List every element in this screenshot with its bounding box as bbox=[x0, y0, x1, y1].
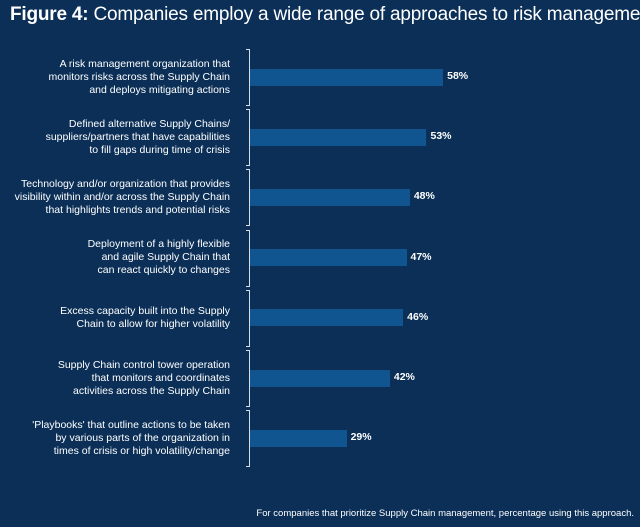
bar bbox=[250, 369, 390, 387]
category-label-line: that highlights trends and potential ris… bbox=[45, 203, 230, 216]
category-label: Deployment of a highly flexible and agile… bbox=[10, 238, 230, 277]
figure-number: Figure 4: bbox=[10, 4, 89, 25]
data-label: 29% bbox=[350, 431, 372, 444]
chart-title: Figure 4: Companies employ a wide range … bbox=[10, 4, 640, 26]
category-label-line: that monitors and coordinates bbox=[91, 371, 230, 384]
category-bracket bbox=[246, 109, 250, 167]
category-label-line: A risk management organization that bbox=[59, 57, 230, 70]
bar bbox=[250, 309, 404, 327]
title-text: Companies employ a wide range of approac… bbox=[93, 4, 640, 25]
category-label-line: to fill gaps during time of crisis bbox=[89, 143, 230, 156]
category-label: A risk management organization that monit… bbox=[10, 57, 231, 97]
footnote: For companies that prioritize Supply Cha… bbox=[256, 508, 634, 519]
category-label-line: can react quickly to changes bbox=[97, 264, 231, 277]
category-label: Excess capacity built into the Supply Cha… bbox=[10, 305, 230, 331]
category-label-line: monitors risks across the Supply Chain bbox=[48, 70, 231, 83]
category-label: Supply Chain control tower operation that… bbox=[10, 359, 230, 398]
category-bracket bbox=[246, 49, 250, 106]
category-label-line: and deploys mitigating actions bbox=[89, 83, 230, 96]
data-label: 46% bbox=[407, 310, 429, 323]
category-bracket bbox=[246, 229, 250, 287]
bar bbox=[250, 249, 407, 267]
category-label-line: Excess capacity built into the Supply bbox=[60, 304, 230, 317]
category-bracket bbox=[246, 169, 250, 227]
category-label-line: Supply Chain control tower operation bbox=[57, 358, 230, 371]
data-label: 42% bbox=[393, 371, 415, 383]
category-bracket bbox=[246, 289, 250, 347]
data-label: 53% bbox=[430, 130, 452, 143]
category-label-line: activities across the Supply Chain bbox=[73, 384, 230, 397]
category-label: 'Playbooks' that outline actions to be t… bbox=[10, 419, 230, 458]
category-label-line: and agile Supply Chain that bbox=[101, 251, 230, 264]
bar bbox=[250, 128, 427, 146]
bar bbox=[250, 429, 347, 447]
category-label-line: by various parts of the organization in bbox=[55, 431, 230, 444]
bar bbox=[250, 188, 410, 206]
category-label-line: 'Playbooks' that outline actions to be t… bbox=[32, 418, 230, 431]
data-label: 58% bbox=[447, 70, 469, 82]
category-label-line: suppliers/partners that have capabilitie… bbox=[45, 130, 230, 143]
data-label: 47% bbox=[410, 250, 432, 263]
bar bbox=[250, 68, 444, 86]
category-bracket bbox=[246, 410, 250, 468]
category-label-line: Chain to allow for higher volatility bbox=[76, 317, 231, 330]
category-label-line: Technology and/or organization that prov… bbox=[21, 177, 230, 190]
category-label-line: Deployment of a highly flexible bbox=[87, 238, 230, 251]
category-label: Technology and/or organization that prov… bbox=[10, 178, 230, 217]
category-label-line: visibility within and/or across the Supp… bbox=[14, 190, 230, 203]
category-bracket bbox=[246, 350, 250, 407]
category-label: Defined alternative Supply Chains/suppli… bbox=[10, 118, 230, 157]
data-label: 48% bbox=[413, 190, 435, 203]
category-label-line: Defined alternative Supply Chains/ bbox=[68, 117, 230, 130]
category-label-line: times of crisis or high volatility/chang… bbox=[53, 444, 230, 457]
